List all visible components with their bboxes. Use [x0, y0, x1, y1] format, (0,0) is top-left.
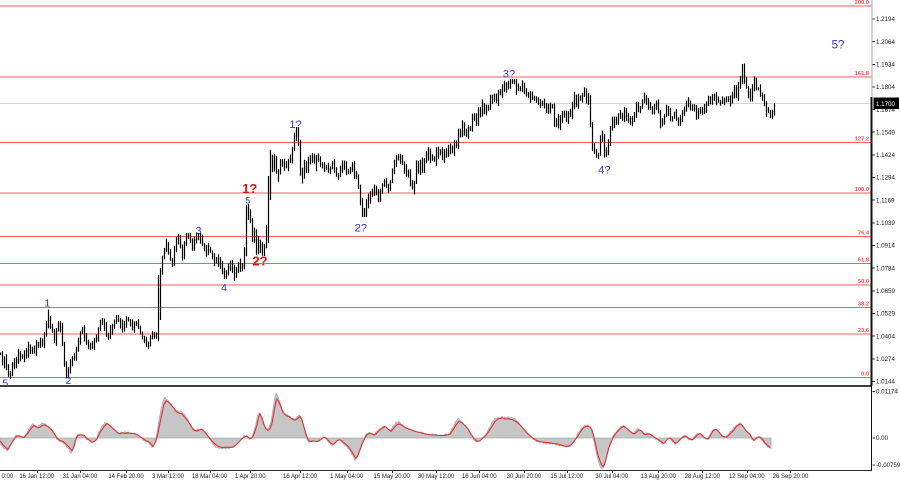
- svg-text:1.0659: 1.0659: [876, 288, 895, 295]
- svg-text:5?: 5?: [832, 40, 845, 52]
- svg-text:1.0274: 1.0274: [876, 356, 895, 363]
- svg-text:30 Jun 20:00: 30 Jun 20:00: [507, 474, 542, 480]
- svg-text:30 Jul 04:00: 30 Jul 04:00: [595, 474, 628, 480]
- svg-text:1.0144: 1.0144: [876, 379, 895, 386]
- svg-text:1 Apr 20:00: 1 Apr 20:00: [235, 474, 266, 480]
- svg-text:26 Sep 20:00: 26 Sep 20:00: [773, 474, 809, 480]
- svg-text:30 May 12:00: 30 May 12:00: [418, 474, 455, 480]
- svg-text:1.0529: 1.0529: [876, 311, 895, 318]
- svg-text:4?: 4?: [598, 164, 610, 176]
- svg-text:100.0: 100.0: [855, 187, 869, 193]
- svg-text:3 Mar 12:00: 3 Mar 12:00: [152, 474, 185, 480]
- svg-text:76.4: 76.4: [858, 231, 870, 237]
- svg-text:1.0404: 1.0404: [876, 333, 895, 340]
- svg-text:0.00: 0.00: [876, 435, 889, 442]
- svg-text:16 Jan 12:00: 16 Jan 12:00: [19, 474, 54, 480]
- svg-text:1.1039: 1.1039: [876, 220, 895, 227]
- svg-text:12 Sep 04:00: 12 Sep 04:00: [729, 474, 765, 480]
- svg-text:5: 5: [245, 196, 250, 206]
- svg-text:1.1674: 1.1674: [876, 107, 895, 114]
- svg-text:16 Jun 04:00: 16 Jun 04:00: [462, 474, 497, 480]
- svg-text:61.8: 61.8: [858, 258, 869, 264]
- svg-text:1.1549: 1.1549: [876, 129, 895, 136]
- svg-text:16 Apr 12:00: 16 Apr 12:00: [283, 474, 318, 480]
- svg-text:15 Jul 12:00: 15 Jul 12:00: [550, 474, 583, 480]
- svg-text:13 Aug 20:00: 13 Aug 20:00: [641, 474, 677, 480]
- svg-text:2: 2: [65, 375, 71, 387]
- svg-text:0:00: 0:00: [2, 474, 14, 480]
- svg-text:50.0: 50.0: [858, 279, 869, 285]
- svg-text:23.6: 23.6: [858, 328, 869, 334]
- svg-text:31 Jan 04:00: 31 Jan 04:00: [63, 474, 98, 480]
- svg-text:1.1804: 1.1804: [876, 84, 895, 91]
- svg-text:161.8: 161.8: [855, 71, 869, 77]
- svg-text:2?: 2?: [355, 223, 367, 235]
- svg-text:1 May 04:00: 1 May 04:00: [330, 474, 364, 480]
- svg-text:2?: 2?: [252, 253, 267, 268]
- svg-text:3?: 3?: [503, 69, 515, 81]
- svg-text:1.0784: 1.0784: [876, 265, 895, 272]
- svg-text:18 Mar 04:00: 18 Mar 04:00: [192, 474, 228, 480]
- svg-text:4: 4: [221, 282, 227, 294]
- svg-text:1.1169: 1.1169: [876, 197, 895, 204]
- svg-text:127.2: 127.2: [855, 137, 869, 143]
- svg-text:1.2064: 1.2064: [876, 39, 895, 46]
- svg-text:15 May 20:00: 15 May 20:00: [374, 474, 411, 480]
- svg-text:-0.00759: -0.00759: [876, 462, 900, 469]
- svg-text:3: 3: [196, 225, 202, 237]
- svg-text:1.2194: 1.2194: [876, 16, 895, 23]
- svg-text:1.0914: 1.0914: [876, 243, 895, 250]
- svg-text:38.2: 38.2: [858, 302, 869, 308]
- svg-text:0.01174: 0.01174: [876, 389, 898, 396]
- svg-text:14 Feb 20:00: 14 Feb 20:00: [108, 474, 144, 480]
- svg-text:1.1294: 1.1294: [876, 175, 895, 182]
- svg-text:0.0: 0.0: [861, 372, 869, 378]
- svg-text:200.0: 200.0: [855, 0, 869, 6]
- svg-text:1?: 1?: [289, 119, 301, 131]
- svg-text:5: 5: [2, 378, 8, 390]
- svg-text:1: 1: [44, 298, 50, 310]
- svg-text:1.1424: 1.1424: [876, 152, 895, 159]
- svg-text:1?: 1?: [242, 181, 257, 196]
- svg-text:1.1700: 1.1700: [876, 101, 895, 108]
- svg-text:1.1934: 1.1934: [876, 62, 895, 69]
- svg-text:28 Aug 12:00: 28 Aug 12:00: [685, 474, 721, 480]
